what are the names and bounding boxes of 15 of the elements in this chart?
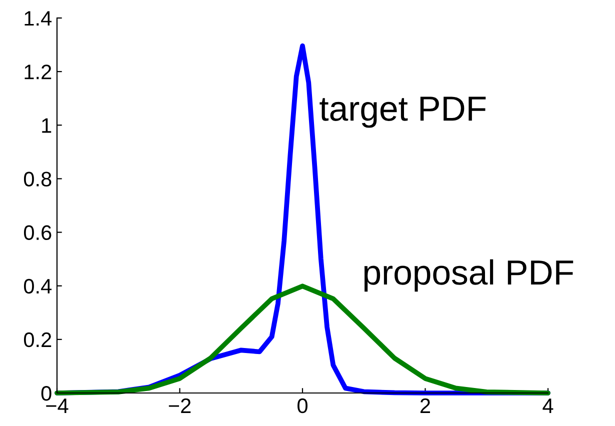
x-tick-label: −2 xyxy=(168,398,191,413)
y-tick-label: 0.2 xyxy=(24,332,52,348)
y-tick-label: 0.8 xyxy=(24,172,52,186)
y-tick-label: 1.2 xyxy=(24,64,52,80)
series-label: target PDF xyxy=(320,96,486,128)
x-tick-label: 0 xyxy=(298,398,308,414)
x-tick-label: −4 xyxy=(46,398,68,413)
x-tick-label: 4 xyxy=(542,398,554,413)
y-tick-label: 0.4 xyxy=(24,278,52,294)
y-tick-label: 0.6 xyxy=(24,225,52,240)
y-tick-label: 0 xyxy=(41,386,52,401)
x-tick-label: 2 xyxy=(420,398,430,413)
y-tick-label: 1 xyxy=(42,118,52,133)
y-tick-label: 1.4 xyxy=(24,11,52,26)
series-label: proposal PDF xyxy=(364,259,574,292)
